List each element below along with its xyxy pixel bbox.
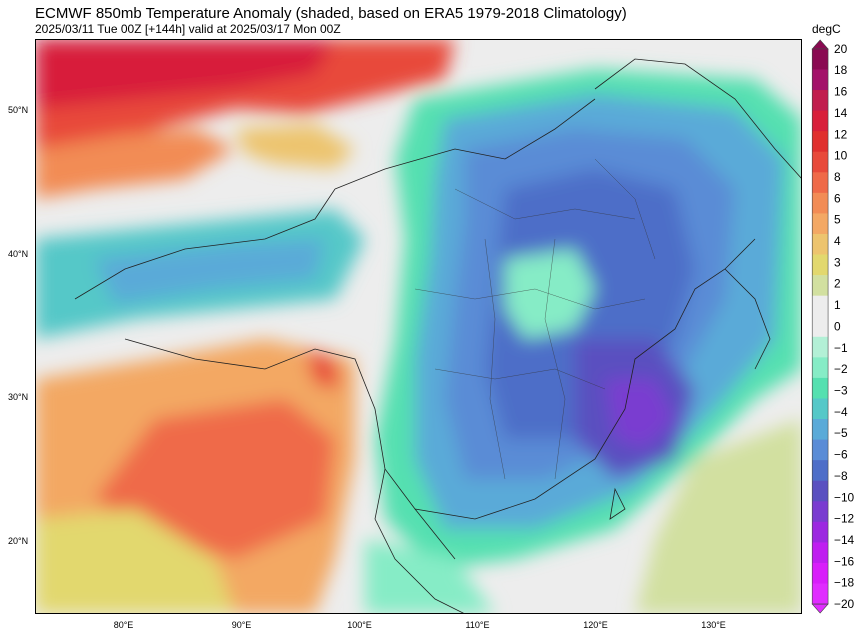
colorbar-level-label: 2: [834, 277, 841, 291]
colorbar-segment: [812, 521, 829, 543]
colorbar-segment: [812, 295, 829, 317]
colorbar-segment: [812, 460, 829, 482]
colorbar-segment: [812, 233, 829, 256]
colorbar-segment: [812, 542, 829, 564]
lon-tick-label: 100°E: [347, 620, 372, 630]
colorbar-level-label: 0: [834, 319, 841, 333]
colorbar-segment: [812, 213, 829, 235]
colorbar-segment: [812, 480, 829, 502]
colorbar-level-label: −3: [834, 384, 848, 398]
colorbar-level-label: 10: [834, 149, 848, 163]
lat-tick-label: 50°N: [8, 104, 29, 115]
colorbar-level-label: −2: [834, 362, 848, 376]
map-subtitle: 2025/03/11 Tue 00Z [+144h] valid at 2025…: [35, 22, 341, 36]
colorbar-level-label: −8: [834, 469, 848, 483]
colorbar-level-label: 6: [834, 191, 841, 205]
colorbar-segment: [812, 398, 829, 420]
lon-tick-label: 110°E: [465, 620, 490, 630]
country-borders: [74, 58, 802, 614]
colorbar-level-label: 8: [834, 170, 841, 184]
colorbar-unit-label: degC: [812, 22, 841, 36]
map-frame: [35, 39, 802, 614]
lon-tick-label: 120°E: [583, 620, 608, 630]
colorbar-segment: [812, 110, 829, 132]
colorbar-segment: [812, 316, 829, 338]
colorbar-level-label: −20: [834, 597, 855, 611]
colorbar: 20181614121086543210−1−2−3−4−5−6−8−10−12…: [811, 39, 855, 614]
colorbar-segment: [812, 357, 829, 379]
province-borders: [414, 158, 656, 480]
colorbar-segment: [812, 562, 829, 585]
lon-tick-label: 130°E: [701, 620, 726, 630]
colorbar-segment: [812, 131, 829, 153]
colorbar-segment: [812, 151, 829, 173]
colorbar-level-label: 4: [834, 234, 841, 248]
colorbar-level-label: 20: [834, 42, 848, 56]
colorbar-level-label: −6: [834, 448, 848, 462]
colorbar-segment: [812, 583, 829, 605]
colorbar-outline: [811, 48, 829, 605]
colorbar-level-label: −12: [834, 512, 854, 526]
colorbar-level-label: −10: [834, 490, 855, 504]
lon-tick-label: 80°E: [113, 620, 134, 630]
lat-tick-label: 20°N: [8, 536, 29, 547]
anomaly-shading: [35, 39, 802, 614]
colorbar-segment: [812, 419, 829, 441]
colorbar-max-arrow: [811, 39, 829, 50]
colorbar-segment: [812, 254, 829, 276]
lat-tick-label: 40°N: [8, 248, 29, 259]
colorbar-segment: [812, 69, 829, 91]
colorbar-level-label: 1: [834, 298, 841, 312]
colorbar-segment: [812, 501, 829, 523]
colorbar-segment: [812, 48, 829, 70]
colorbar-segment: [812, 377, 829, 399]
colorbar-segment: [812, 336, 829, 358]
colorbar-level-label: 12: [834, 127, 847, 141]
colorbar-segment: [812, 275, 829, 297]
colorbar-segment: [812, 192, 829, 214]
map-title: ECMWF 850mb Temperature Anomaly (shaded,…: [35, 5, 627, 22]
colorbar-level-label: −5: [834, 426, 848, 440]
colorbar-segment: [812, 439, 829, 461]
colorbar-level-label: 5: [834, 213, 841, 227]
colorbar-segment: [812, 90, 829, 112]
colorbar-level-label: 14: [834, 106, 848, 120]
colorbar-level-label: −14: [834, 533, 855, 547]
colorbar-level-label: −1: [834, 341, 848, 355]
colorbar-level-label: 16: [834, 85, 848, 99]
colorbar-level-label: −18: [834, 576, 855, 590]
colorbar-level-label: 3: [834, 255, 841, 269]
colorbar-level-label: 18: [834, 63, 848, 77]
colorbar-min-arrow: [811, 603, 829, 614]
lon-tick-label: 90°E: [231, 620, 252, 630]
lat-tick-label: 30°N: [8, 392, 29, 403]
colorbar-segment: [812, 172, 829, 194]
anomaly-map: [35, 39, 802, 614]
colorbar-level-label: −4: [834, 405, 848, 419]
colorbar-level-label: −16: [834, 554, 855, 568]
